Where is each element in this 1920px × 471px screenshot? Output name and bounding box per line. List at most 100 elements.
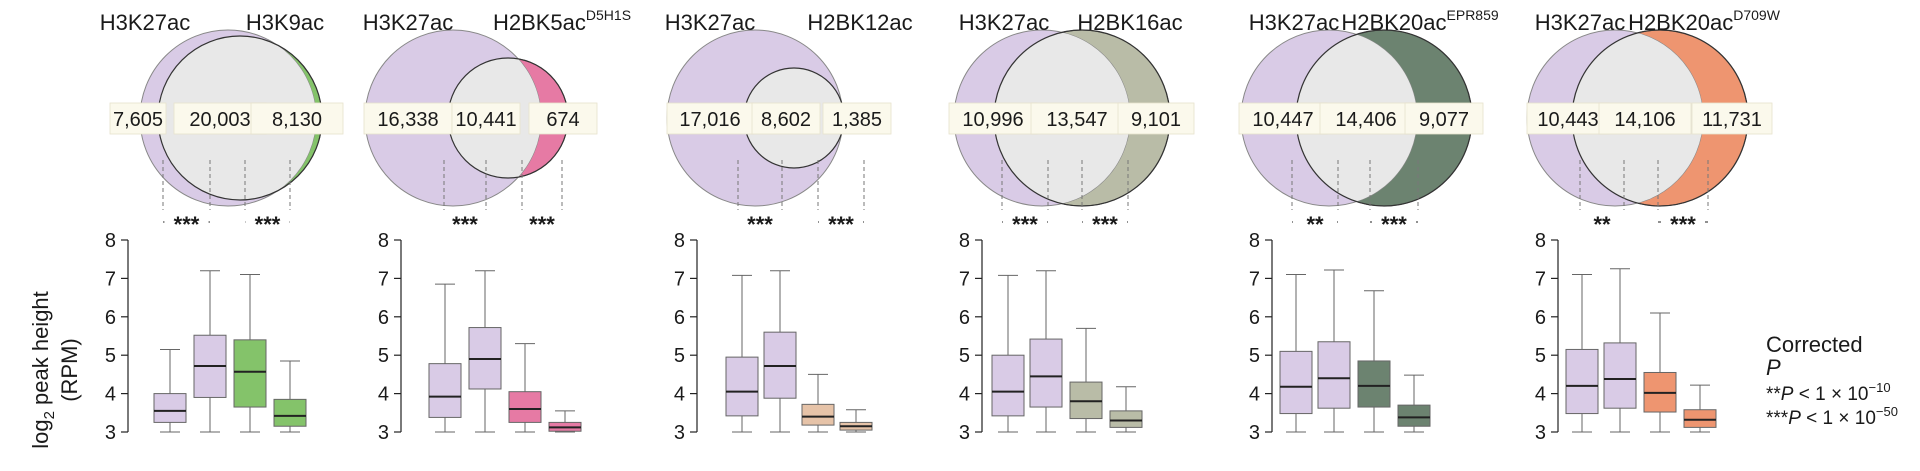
venn-diagram: H3K27ac H2BK16ac 10,996 13,547 9,101 [948, 10, 1195, 207]
box-iqr [1357, 360, 1391, 408]
legend-line-3: **P < 1 × 10−10 [1766, 380, 1891, 405]
venn-diagram: H3K27ac H2BK20acEPR859 10,447 14,406 9,077 [1238, 7, 1499, 207]
y-tick-label: 5 [674, 345, 685, 367]
y-tick-label: 6 [105, 307, 116, 329]
venn-count-overlap: 14,106 [1614, 109, 1675, 131]
significance-markers: *** *** [162, 160, 291, 237]
y-tick-label: 3 [1249, 422, 1260, 444]
y-tick-label: 5 [378, 345, 389, 367]
boxplot-overlap_partner [801, 373, 835, 433]
y-tick-label: 8 [1249, 230, 1260, 252]
y-axis-title: log2 peak height (RPM) [28, 291, 82, 449]
venn-right-label: H2BK16ac [1077, 10, 1182, 35]
significance-stars: ** [1593, 212, 1611, 237]
venn-count-left-only-box [363, 102, 453, 135]
y-tick-label: 3 [959, 422, 970, 444]
boxplots [991, 270, 1143, 433]
venn-count-right-only: 11,731 [1702, 109, 1762, 131]
boxplot-h3k27ac_only [1565, 274, 1599, 433]
legend-line-2: P [1766, 355, 1781, 380]
y-tick-label: 8 [674, 230, 685, 252]
venn-count-right-only: 9,077 [1419, 109, 1469, 131]
venn-count-overlap-box [1598, 102, 1692, 135]
venn-left-label: H3K27ac [363, 10, 454, 35]
venn-diagram: H3K27ac H3K9ac 7,605 20,003 8,130 [100, 10, 344, 207]
box-iqr [428, 363, 462, 418]
venn-left-label: H3K27ac [1535, 10, 1626, 35]
y-axis: 3 4 5 6 7 8 [1249, 230, 1273, 444]
venn-count-left-only: 17,016 [679, 109, 740, 131]
y-tick-label: 3 [378, 422, 389, 444]
boxplot-overlap_h3k27ac [1317, 269, 1351, 433]
significance-legend: Corrected P **P < 1 × 10−10 ***P < 1 × 1… [1766, 332, 1898, 429]
venn-left-label: H3K27ac [100, 10, 191, 35]
venn-count-overlap-box [751, 102, 821, 135]
y-axis: 3 4 5 6 7 8 [378, 230, 402, 444]
boxplot-overlap_h3k27ac [468, 270, 502, 433]
box-iqr [1565, 348, 1599, 415]
venn-count-left-only: 10,443 [1537, 109, 1598, 131]
venn-diagram: H3K27ac H2BK5acD5H1S 16,338 10,441 674 [363, 7, 631, 207]
boxplots [1565, 268, 1717, 433]
y-tick-label: 3 [1535, 422, 1546, 444]
significance-stars: ** [1306, 212, 1324, 237]
box-iqr [1109, 410, 1143, 428]
legend-line-1: Corrected [1766, 332, 1863, 357]
panel-5: H3K27ac H2BK20acEPR859 10,447 14,406 9,077 **… [1238, 7, 1499, 444]
y-tick-label: 8 [378, 230, 389, 252]
boxplot-overlap_h3k27ac [193, 270, 227, 433]
significance-stars: *** [1012, 212, 1038, 237]
box-iqr [1029, 338, 1063, 408]
venn-left-label: H3K27ac [959, 10, 1050, 35]
y-tick-label: 4 [674, 384, 685, 406]
venn-diagram: H3K27ac H2BK12ac 17,016 8,602 1,385 [665, 10, 913, 207]
venn-count-overlap: 14,406 [1335, 109, 1396, 131]
venn-count-right-only-box [1117, 102, 1195, 135]
significance-stars: *** [1670, 212, 1696, 237]
panel-3: H3K27ac H2BK12ac 17,016 8,602 1,385 *** *** 3 4 5… [665, 10, 913, 444]
venn-count-right-only-box [822, 102, 892, 135]
y-tick-label: 6 [378, 307, 389, 329]
significance-markers: ** *** [1579, 160, 1709, 237]
boxplot-overlap_partner [1069, 327, 1103, 433]
significance-markers: *** *** [737, 160, 865, 237]
box-iqr [991, 354, 1025, 417]
venn-count-right-only: 1,385 [832, 109, 882, 131]
y-axis: 3 4 5 6 7 8 [674, 230, 698, 444]
venn-diagram: H3K27ac H2BK20acD709W 10,443 14,106 11,731 [1526, 7, 1781, 207]
boxplots [153, 270, 307, 433]
y-tick-label: 7 [378, 268, 389, 290]
boxplot-partner_only [839, 409, 873, 433]
y-axis: 3 4 5 6 7 8 [105, 230, 129, 444]
venn-count-left-only-box [1238, 102, 1328, 135]
significance-markers: *** *** [443, 160, 564, 237]
box-iqr [725, 356, 759, 417]
significance-stars: *** [828, 212, 854, 237]
significance-markers: *** *** [1001, 160, 1129, 237]
y-tick-label: 4 [105, 384, 116, 406]
box-iqr [233, 339, 267, 408]
venn-count-overlap: 10,441 [455, 109, 516, 131]
y-axis: 3 4 5 6 7 8 [1535, 230, 1559, 444]
y-tick-label: 3 [674, 422, 685, 444]
box-iqr [1279, 350, 1313, 415]
box-iqr [1397, 404, 1431, 427]
panel-4: H3K27ac H2BK16ac 10,996 13,547 9,101 *** *** 3 4… [948, 10, 1195, 444]
y-tick-label: 6 [674, 307, 685, 329]
y-axis-title-main: log2 peak height [28, 291, 58, 449]
venn-count-overlap: 20,003 [189, 109, 250, 131]
boxplot-overlap_h3k27ac [1029, 270, 1063, 433]
y-tick-label: 6 [1249, 307, 1260, 329]
venn-count-left-only: 7,605 [113, 109, 163, 131]
venn-count-right-only: 674 [546, 109, 579, 131]
boxplot-h3k27ac_only [153, 348, 187, 433]
boxplots [1279, 269, 1431, 433]
boxplot-overlap_partner [1357, 290, 1391, 433]
y-tick-label: 4 [959, 384, 970, 406]
significance-stars: *** [255, 212, 281, 237]
significance-markers: ** *** [1291, 160, 1419, 237]
y-axis: 3 4 5 6 7 8 [959, 230, 983, 444]
venn-left-label: H3K27ac [665, 10, 756, 35]
box-iqr [153, 393, 187, 423]
